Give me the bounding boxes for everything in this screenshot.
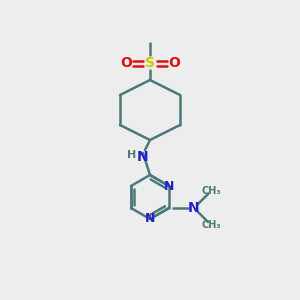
Text: O: O: [120, 56, 132, 70]
Text: CH₃: CH₃: [201, 220, 221, 230]
Text: N: N: [145, 212, 155, 226]
Text: H: H: [128, 150, 136, 160]
Text: O: O: [168, 56, 180, 70]
Text: N: N: [137, 150, 149, 164]
Text: S: S: [145, 56, 155, 70]
Text: N: N: [164, 179, 174, 193]
Text: N: N: [188, 201, 200, 215]
Text: CH₃: CH₃: [201, 186, 221, 196]
